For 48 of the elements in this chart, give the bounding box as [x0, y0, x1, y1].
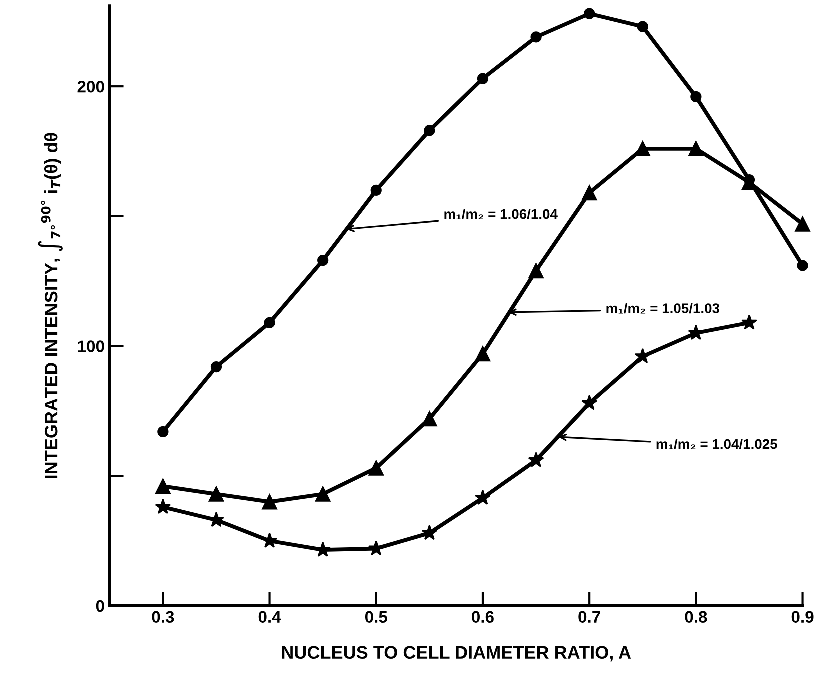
point — [528, 263, 544, 279]
annotation: m₁/m₂ = 1.04/1.025 — [656, 438, 778, 450]
point — [688, 141, 704, 157]
point — [262, 494, 278, 510]
point — [370, 184, 382, 196]
point — [368, 460, 384, 476]
point — [475, 490, 491, 506]
point — [688, 324, 704, 340]
point — [634, 348, 651, 364]
point — [584, 8, 596, 20]
point — [582, 185, 598, 201]
y-tick-label: 100 — [78, 340, 104, 352]
point — [264, 317, 276, 328]
point — [422, 524, 438, 540]
annotation: m₁/m₂ = 1.05/1.03 — [606, 303, 720, 314]
y-tick-label: 0 — [96, 600, 104, 612]
x-tick-label: 0.4 — [258, 611, 282, 624]
point — [477, 73, 489, 84]
point — [635, 141, 651, 157]
x-tick-label: 0.7 — [578, 611, 600, 624]
x-tick-label: 0.8 — [685, 611, 708, 624]
point — [582, 395, 598, 410]
point — [156, 478, 171, 494]
x-tick-label: 0.3 — [152, 611, 174, 624]
point — [475, 346, 491, 362]
point — [424, 125, 436, 136]
point — [318, 254, 329, 266]
point — [742, 314, 758, 330]
point — [528, 452, 544, 468]
point — [422, 411, 438, 427]
point — [155, 498, 172, 514]
point — [690, 91, 702, 103]
point — [637, 21, 648, 32]
point — [158, 426, 169, 438]
point — [797, 260, 808, 272]
point — [795, 216, 810, 232]
point — [210, 361, 222, 373]
x-tick-label: 0.6 — [472, 611, 494, 624]
point — [315, 542, 332, 557]
x-tick-label: 0.9 — [792, 611, 814, 624]
x-tick-label: 0.5 — [365, 611, 388, 624]
annotation: m₁/m₂ = 1.06/1.04 — [444, 209, 558, 220]
y-tick-label: 200 — [78, 80, 104, 93]
point — [315, 486, 331, 502]
x-axis-title: NUCLEUS TO CELL DIAMETER RATIO, A — [282, 646, 632, 662]
point — [530, 32, 542, 43]
y-axis-title: INTEGRATED INTENSITY, ∫$_{7°}$$^{90°}$ i$_{T}$(θ) dθ — [38, 133, 63, 478]
point — [208, 486, 224, 502]
